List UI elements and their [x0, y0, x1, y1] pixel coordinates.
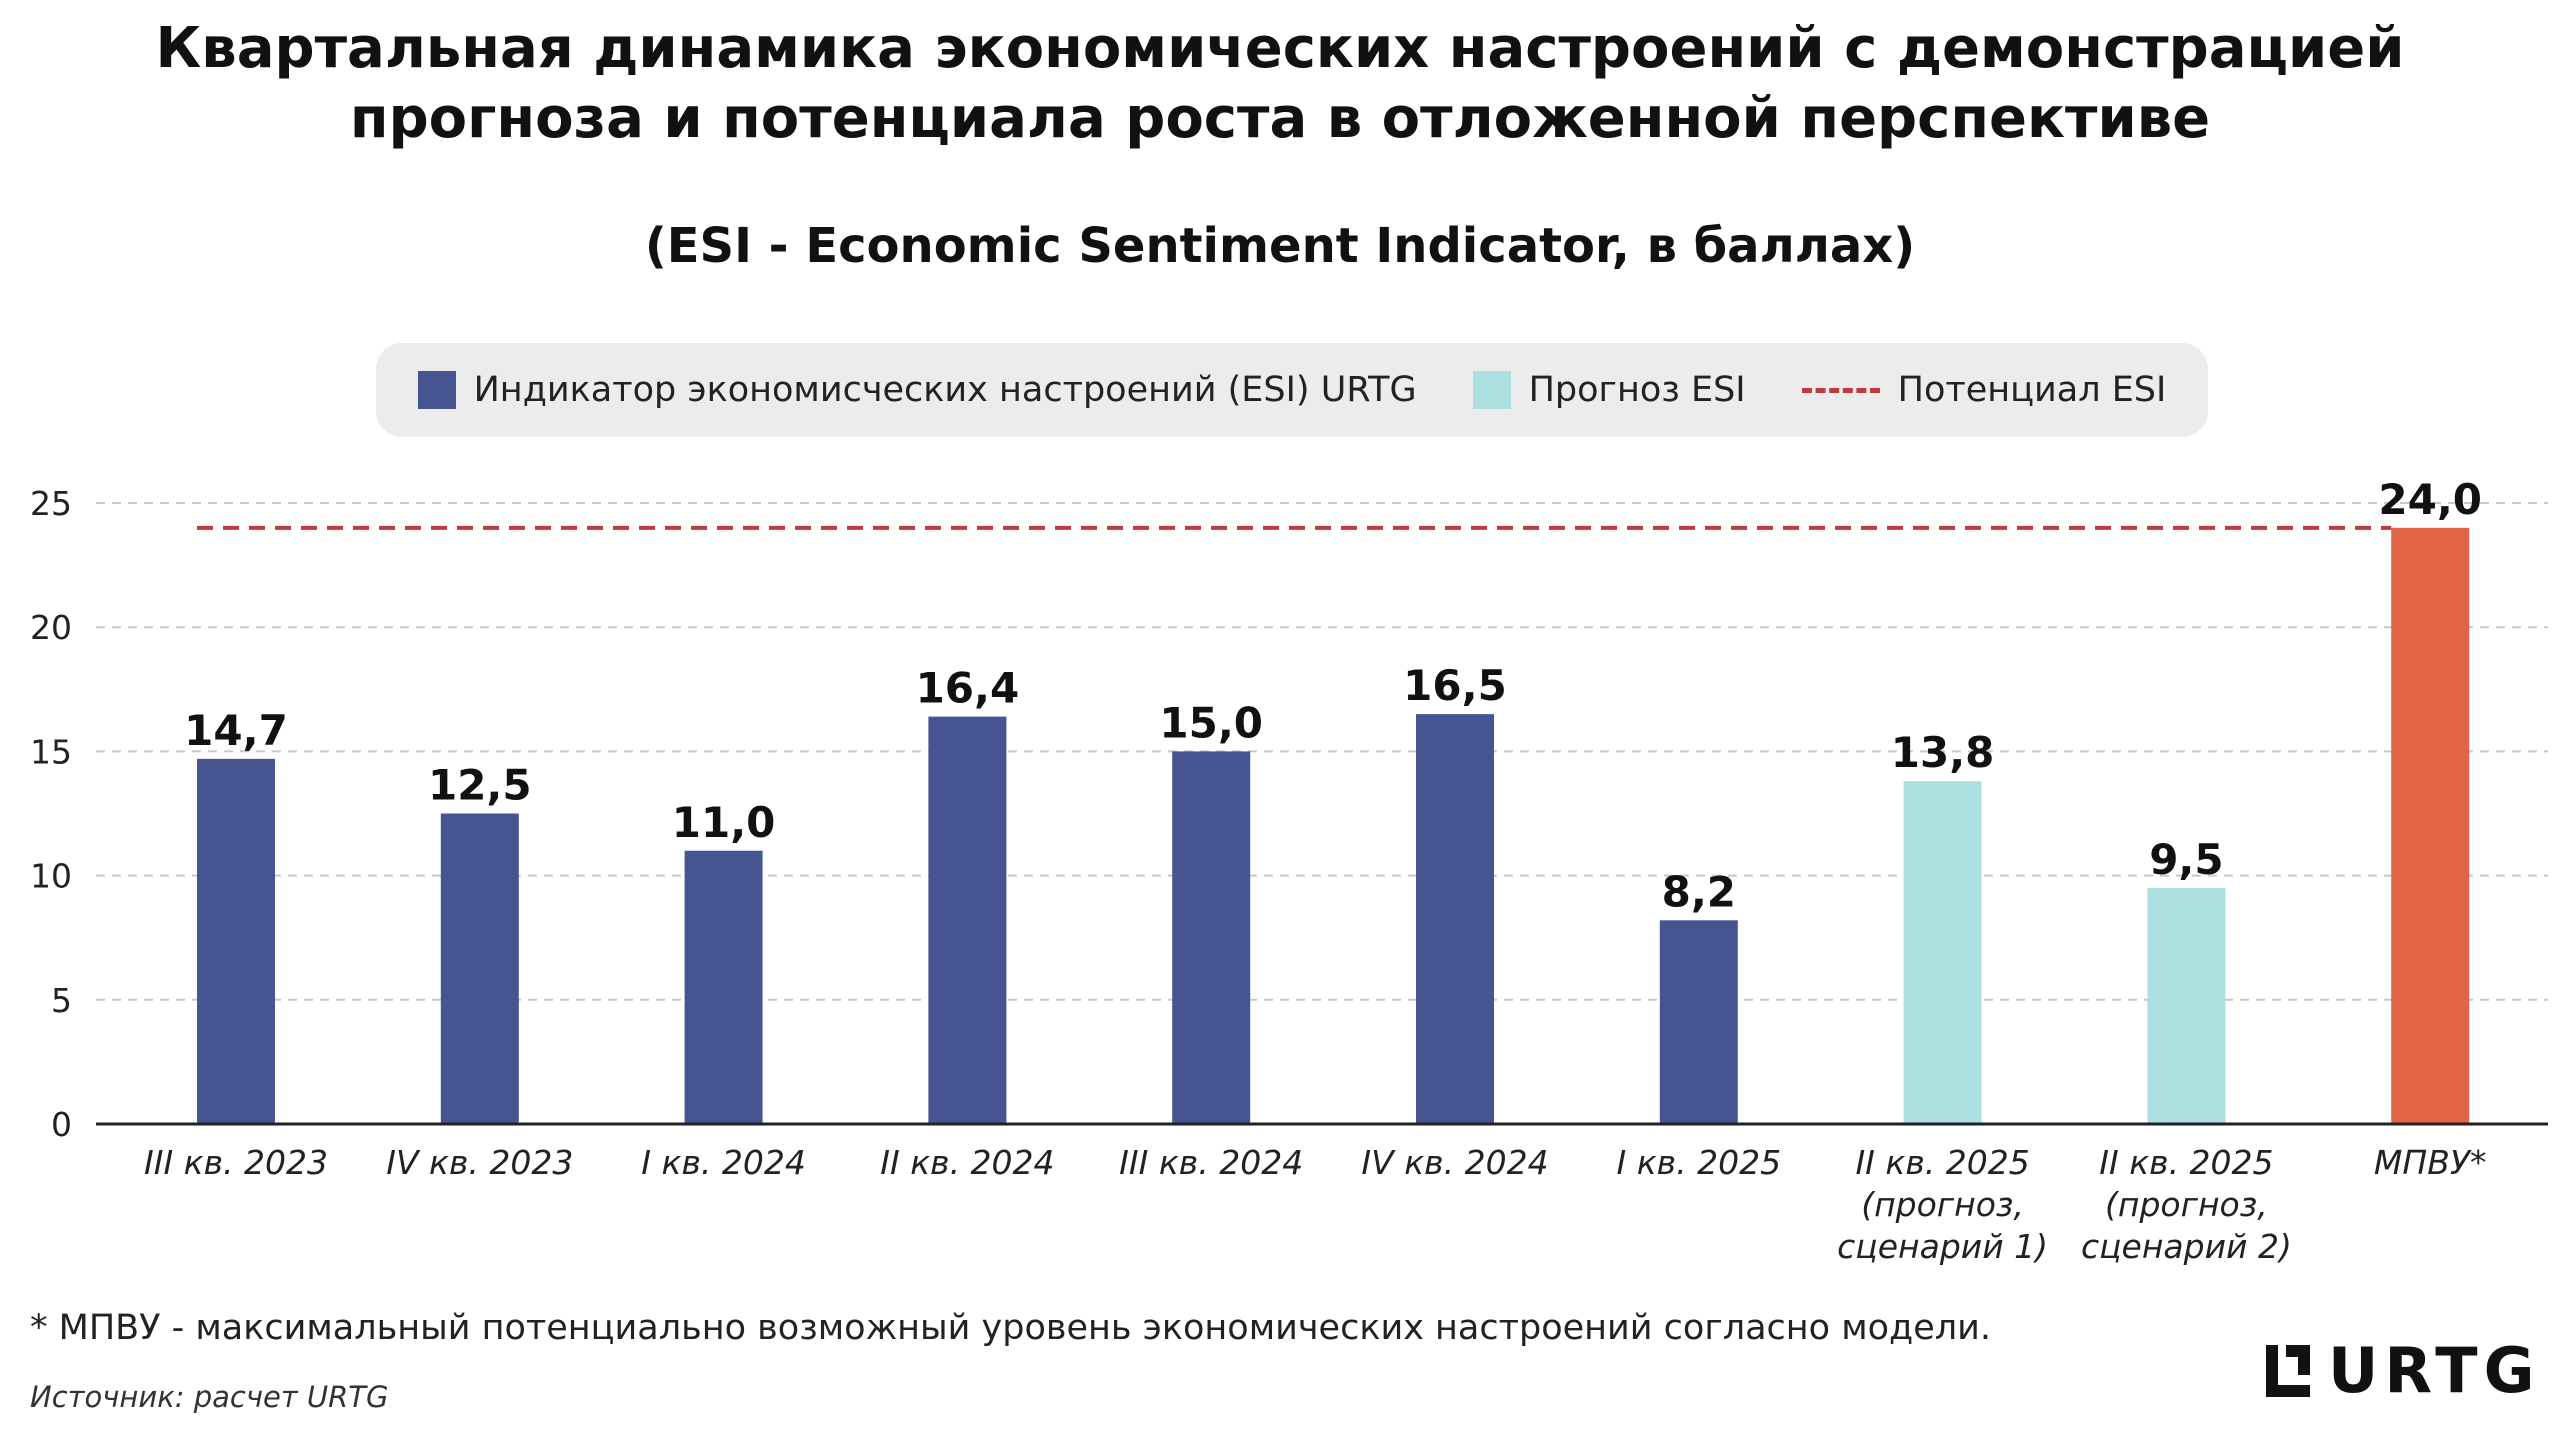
bar [1903, 781, 1982, 1124]
source-note: Источник: расчет URTG [30, 1380, 389, 1414]
urtg-logo-text: URTG [2328, 1334, 2541, 1407]
x-tick-label-line: III кв. 2023 [144, 1143, 328, 1182]
y-tick-label: 20 [30, 608, 72, 647]
y-tick-label: 10 [30, 857, 72, 896]
data-label: 12,5 [428, 761, 532, 810]
chart-title-line-2: прогноза и потенциала роста в отложенной… [349, 86, 2211, 151]
x-tick-label-line: (прогноз, [1861, 1185, 2024, 1224]
y-tick-label: 25 [30, 484, 72, 523]
data-label: 16,4 [916, 664, 1020, 713]
x-tick-label: МПВУ* [2374, 1143, 2487, 1182]
x-tick-label: III кв. 2023 [144, 1143, 328, 1182]
urtg-logo-icon [2266, 1345, 2310, 1397]
footnote: * МПВУ - максимальный потенциально возмо… [30, 1308, 1991, 1348]
x-tick-label-line: МПВУ* [2374, 1143, 2487, 1182]
x-tick-label: II кв. 2025 (прогноз, сценарий 2) [2081, 1143, 2292, 1266]
x-tick-label-line: II кв. 2025 [2099, 1143, 2273, 1182]
data-label: 8,2 [1662, 867, 1736, 916]
data-label: 15,0 [1159, 698, 1263, 747]
x-tick-label-line: IV кв. 2023 [386, 1143, 573, 1182]
chart-subtitle: (ESI - Economic Sentiment Indicator, в б… [644, 218, 1916, 274]
urtg-logo: URTG [2262, 1340, 2540, 1402]
bar [684, 850, 763, 1124]
data-label: 11,0 [672, 798, 776, 847]
x-tick-label: I кв. 2024 [641, 1143, 806, 1182]
x-tick-label: III кв. 2024 [1119, 1143, 1303, 1182]
bar [197, 758, 275, 1124]
bar [1172, 751, 1251, 1124]
x-tick-label-line: II кв. 2025 [1855, 1143, 2029, 1182]
chart-title: Квартальная динамика экономических настр… [0, 14, 2560, 154]
x-tick-label-line: сценарий 1) [1837, 1227, 2048, 1266]
data-label: 24,0 [2378, 475, 2482, 524]
x-tick-label-line: III кв. 2024 [1119, 1143, 1303, 1182]
bar [1659, 920, 1738, 1124]
bar [2391, 527, 2470, 1124]
bar [440, 813, 519, 1124]
legend-item-esi: Индикатор экономисческих настроений (ESI… [417, 370, 1417, 410]
bar [1416, 714, 1494, 1124]
data-label: 9,5 [2149, 835, 2223, 884]
y-tick-label: 0 [51, 1105, 72, 1144]
x-tick-label-line: сценарий 2) [2081, 1227, 2292, 1266]
chart-title-line-1: Квартальная динамика экономических настр… [155, 16, 2405, 81]
x-tick-label: II кв. 2025 (прогноз, сценарий 1) [1837, 1143, 2048, 1266]
data-label: 14,7 [184, 706, 288, 755]
legend: Индикатор экономисческих настроений (ESI… [376, 343, 2208, 437]
bar-chart: 0 5 10 15 20 25 14,7 12,5 11,0 16,4 15,0 16,5 8,2 13,… [30, 475, 2548, 1266]
legend-label-esi: Индикатор экономисческих настроений (ESI… [473, 370, 1417, 410]
x-tick-label: IV кв. 2023 [386, 1143, 573, 1182]
x-tick-label-line: I кв. 2025 [1617, 1143, 1782, 1182]
data-label: 16,5 [1403, 661, 1507, 710]
bar [928, 716, 1007, 1124]
x-tick-label: I кв. 2025 [1617, 1143, 1782, 1182]
data-label: 13,8 [1891, 728, 1995, 777]
x-tick-label-line: IV кв. 2024 [1361, 1143, 1548, 1182]
legend-swatch-potential [1801, 387, 1880, 393]
y-tick-label: 5 [51, 981, 72, 1020]
x-tick-label-line: I кв. 2024 [641, 1143, 806, 1182]
x-tick-label-line: II кв. 2024 [880, 1143, 1054, 1182]
x-tick-label-line: (прогноз, [2105, 1185, 2268, 1224]
legend-item-forecast: Прогноз ESI [1472, 370, 1746, 410]
legend-label-potential: Потенциал ESI [1897, 370, 2167, 410]
legend-label-forecast: Прогноз ESI [1528, 370, 1746, 410]
bar [2147, 888, 2226, 1124]
x-tick-label: II кв. 2024 [880, 1143, 1054, 1182]
legend-swatch-forecast [1472, 371, 1511, 409]
y-tick-label: 15 [30, 732, 72, 771]
legend-item-potential: Потенциал ESI [1801, 370, 2167, 410]
x-tick-label: IV кв. 2024 [1361, 1143, 1548, 1182]
legend-swatch-esi [417, 371, 456, 409]
